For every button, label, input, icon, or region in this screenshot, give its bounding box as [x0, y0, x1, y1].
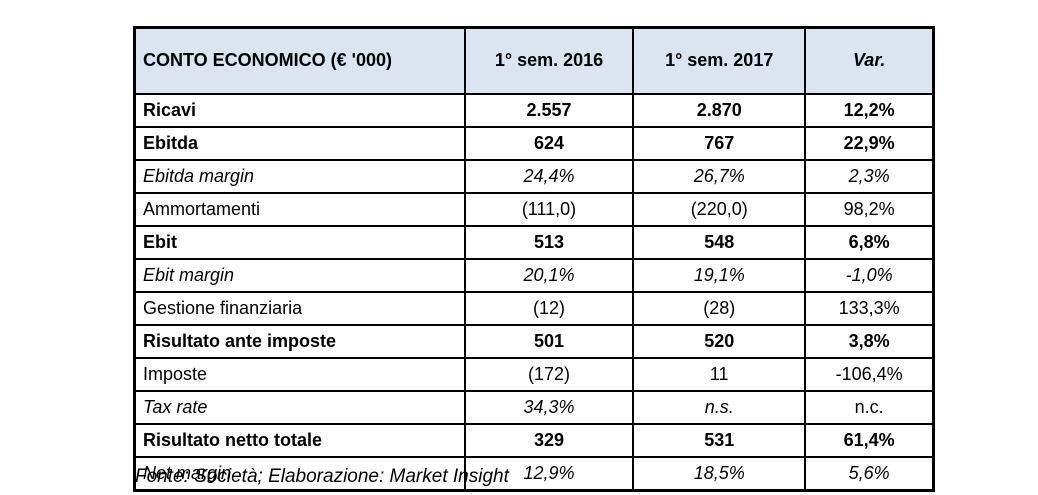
row-label: Ebit	[133, 225, 466, 260]
table-row: Ebitda margin 24,4% 26,7% 2,3%	[133, 159, 935, 194]
value-var: 12,2%	[804, 93, 935, 128]
row-label: Risultato netto totale	[133, 423, 466, 458]
col-header-sem-2016: 1° sem. 2016	[463, 26, 635, 95]
value-var: 3,8%	[804, 324, 935, 359]
value-sem-2017: 520	[632, 324, 807, 359]
value-sem-2017: (28)	[632, 291, 807, 326]
table-row: Imposte (172) 11 -106,4%	[133, 357, 935, 392]
value-sem-2016: 34,3%	[463, 390, 635, 425]
income-statement-table: CONTO ECONOMICO (€ '000) 1° sem. 2016 1°…	[133, 26, 935, 492]
table-row: Risultato netto totale 329 531 61,4%	[133, 423, 935, 458]
value-sem-2017: 26,7%	[632, 159, 807, 194]
col-header-var: Var.	[804, 26, 935, 95]
value-sem-2016: 624	[463, 126, 635, 161]
table-body: Ricavi 2.557 2.870 12,2% Ebitda 624 767 22,9% Eb…	[133, 93, 935, 492]
value-sem-2017: 19,1%	[632, 258, 807, 293]
value-sem-2016: (172)	[463, 357, 635, 392]
row-label: Tax rate	[133, 390, 466, 425]
value-sem-2016: 20,1%	[463, 258, 635, 293]
value-var: 61,4%	[804, 423, 935, 458]
value-sem-2017: 2.870	[632, 93, 807, 128]
value-sem-2016: (12)	[463, 291, 635, 326]
table-row: Ricavi 2.557 2.870 12,2%	[133, 93, 935, 128]
value-sem-2017: 531	[632, 423, 807, 458]
value-var: 6,8%	[804, 225, 935, 260]
value-sem-2017: n.s.	[632, 390, 807, 425]
table-header: CONTO ECONOMICO (€ '000) 1° sem. 2016 1°…	[133, 26, 935, 95]
row-label: Risultato ante imposte	[133, 324, 466, 359]
row-label: Ebitda margin	[133, 159, 466, 194]
value-sem-2016: 12,9%	[463, 456, 635, 492]
value-sem-2017: 11	[632, 357, 807, 392]
table-row: Ammortamenti (111,0) (220,0) 98,2%	[133, 192, 935, 227]
table-row: Ebitda 624 767 22,9%	[133, 126, 935, 161]
value-var: n.c.	[804, 390, 935, 425]
value-var: 5,6%	[804, 456, 935, 492]
value-var: -1,0%	[804, 258, 935, 293]
value-sem-2016: 329	[463, 423, 635, 458]
table-row: Gestione finanziaria (12) (28) 133,3%	[133, 291, 935, 326]
row-label: Ricavi	[133, 93, 466, 128]
value-sem-2016: 2.557	[463, 93, 635, 128]
row-label: Ammortamenti	[133, 192, 466, 227]
table-row: Ebit 513 548 6,8%	[133, 225, 935, 260]
value-sem-2017: (220,0)	[632, 192, 807, 227]
col-header-sem-2017: 1° sem. 2017	[632, 26, 807, 95]
table-title: CONTO ECONOMICO (€ '000)	[133, 26, 466, 95]
value-sem-2017: 18,5%	[632, 456, 807, 492]
table-row: Net margin 12,9% 18,5% 5,6%	[133, 456, 935, 492]
value-sem-2016: 24,4%	[463, 159, 635, 194]
value-var: 133,3%	[804, 291, 935, 326]
row-label: Ebit margin	[133, 258, 466, 293]
row-label: Ebitda	[133, 126, 466, 161]
value-sem-2016: (111,0)	[463, 192, 635, 227]
table-row: Tax rate 34,3% n.s. n.c.	[133, 390, 935, 425]
value-sem-2017: 548	[632, 225, 807, 260]
value-sem-2017: 767	[632, 126, 807, 161]
table-row: Ebit margin 20,1% 19,1% -1,0%	[133, 258, 935, 293]
value-var: -106,4%	[804, 357, 935, 392]
source-note: Fonte: Società; Elaborazione: Market Ins…	[135, 466, 509, 487]
value-var: 2,3%	[804, 159, 935, 194]
row-label: Net margin	[133, 456, 466, 492]
table-row: Risultato ante imposte 501 520 3,8%	[133, 324, 935, 359]
value-sem-2016: 513	[463, 225, 635, 260]
row-label: Imposte	[133, 357, 466, 392]
value-var: 98,2%	[804, 192, 935, 227]
value-sem-2016: 501	[463, 324, 635, 359]
header-row: CONTO ECONOMICO (€ '000) 1° sem. 2016 1°…	[133, 26, 935, 95]
value-var: 22,9%	[804, 126, 935, 161]
row-label: Gestione finanziaria	[133, 291, 466, 326]
